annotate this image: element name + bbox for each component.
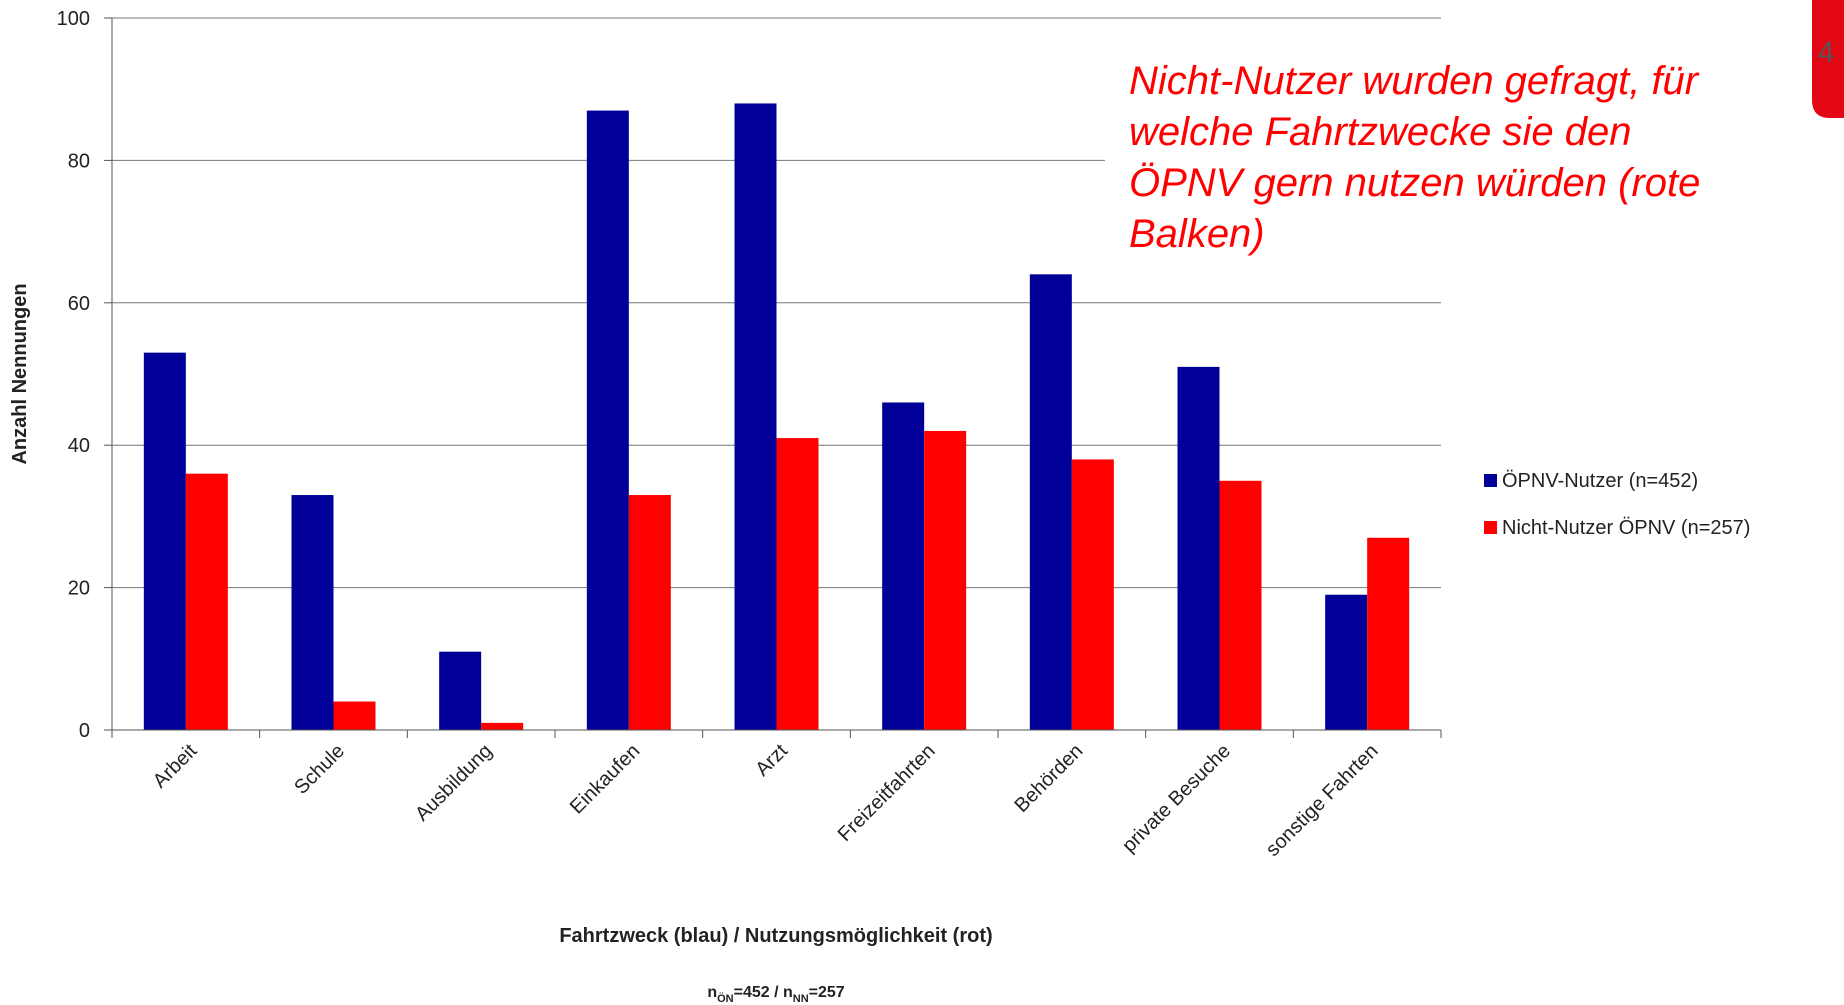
bar xyxy=(882,402,925,730)
x-tick-label: Freizeitfahrten xyxy=(834,740,940,846)
bar xyxy=(333,701,376,730)
legend-label: ÖPNV-Nutzer (n=452) xyxy=(1502,470,1698,492)
footnote-part: NN xyxy=(793,993,809,1005)
y-tick-label: 0 xyxy=(79,720,90,742)
y-tick-label: 80 xyxy=(68,150,90,172)
annotation-bg xyxy=(1105,40,1745,255)
legend-swatch xyxy=(1484,521,1497,534)
bar xyxy=(481,722,524,730)
x-tick-label: private Besuche xyxy=(1118,740,1235,857)
bar xyxy=(776,438,819,730)
bar xyxy=(734,103,777,730)
footnote-part: =452 / n xyxy=(734,984,793,1001)
legend-swatch xyxy=(1484,474,1497,487)
annotation: Balken) xyxy=(1129,212,1265,256)
y-tick-label: 100 xyxy=(57,8,90,30)
legend-label: Nicht-Nutzer ÖPNV (n=257) xyxy=(1502,517,1750,539)
x-tick-label: Einkaufen xyxy=(566,740,644,818)
x-tick-label: Ausbildung xyxy=(411,740,497,826)
page-tab xyxy=(1812,0,1844,118)
bar xyxy=(439,651,482,730)
bar xyxy=(1029,274,1072,730)
bar xyxy=(1367,537,1410,730)
y-tick-label: 20 xyxy=(68,578,90,600)
footnote: nÖN=452 / nNN=257 xyxy=(707,984,844,1005)
footnote-part: =257 xyxy=(809,984,845,1001)
x-tick-label: Arzt xyxy=(751,740,792,781)
bar xyxy=(185,473,228,730)
y-tick-label: 60 xyxy=(68,293,90,315)
x-tick-label: Schule xyxy=(290,740,349,799)
footnote-part: n xyxy=(707,984,717,1001)
footnote-part: ÖN xyxy=(717,992,734,1005)
bar xyxy=(628,495,671,730)
bar xyxy=(143,352,186,730)
bar xyxy=(1177,366,1220,730)
bar xyxy=(1219,480,1262,730)
x-axis-title: Fahrtzweck (blau) / Nutzungsmöglichkeit … xyxy=(559,925,992,947)
x-tick-label: Arbeit xyxy=(149,740,202,793)
y-axis-title: Anzahl Nennungen xyxy=(9,283,31,464)
bar xyxy=(291,495,334,730)
x-tick-label: Behörden xyxy=(1010,740,1087,817)
annotation: ÖPNV gern nutzen würden (rote xyxy=(1129,161,1700,205)
bar xyxy=(586,110,629,730)
y-tick-label: 40 xyxy=(68,435,90,457)
page-number: 4 xyxy=(1818,36,1835,69)
x-tick-label: sonstige Fahrten xyxy=(1262,740,1383,861)
annotation: welche Fahrtzwecke sie den xyxy=(1129,110,1631,154)
annotation: Nicht-Nutzer wurden gefragt, für xyxy=(1129,59,1700,103)
bar xyxy=(924,430,967,730)
bar xyxy=(1325,594,1368,730)
bar xyxy=(1071,459,1114,730)
